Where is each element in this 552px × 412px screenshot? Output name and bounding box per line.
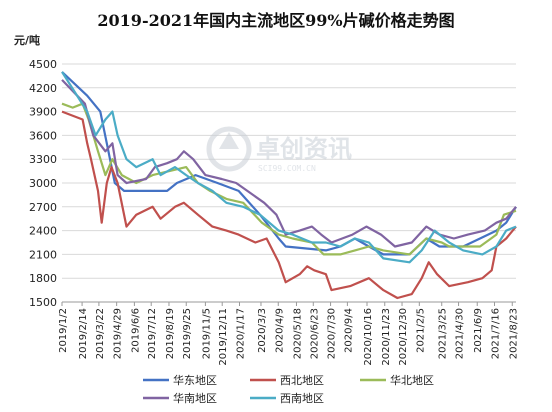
x-tick-label: 2019/12/11	[218, 308, 229, 366]
y-tick-label: 1800	[29, 272, 57, 285]
legend-item: 华东地区	[143, 373, 217, 387]
x-tick-label: 2020/4/9	[274, 308, 285, 353]
legend-label: 华南地区	[173, 391, 217, 405]
y-axis-ticks: 1500 1800 2100 2400 2700 3000 3300 3600 3900 4200…	[29, 58, 57, 309]
y-tick-label: 3900	[29, 106, 57, 119]
watermark: 卓创资讯 SCI99.COM.CN	[206, 126, 352, 173]
x-tick-label: 2019/11/5	[201, 308, 212, 359]
y-tick-label: 2400	[29, 225, 57, 238]
x-tick-label: 2019/1/2	[58, 308, 69, 353]
x-tick-label: 2020/12/30	[398, 308, 409, 366]
watermark-logo-icon	[206, 126, 252, 172]
x-tick-label: 2021/6/9	[473, 308, 484, 353]
series-line-西北地区	[61, 110, 517, 300]
x-tick-label: 2019/7/12	[147, 308, 158, 359]
x-tick-label: 2020/3/3	[257, 308, 268, 353]
x-tick-label: 2020/9/4	[343, 308, 354, 353]
legend-label: 华北地区	[390, 373, 434, 387]
legend-item: 西北地区	[250, 374, 324, 387]
x-tick-label: 2019/2/14	[78, 308, 89, 359]
x-tick-label: 2021/2/5	[415, 308, 426, 353]
x-tick-label: 2020/7/30	[327, 308, 338, 359]
x-tick-label: 2019/3/22	[95, 308, 106, 359]
x-tick-label: 2020/6/23	[309, 308, 320, 359]
legend-item: 西南地区	[250, 392, 324, 405]
watermark-subtext: SCI99.COM.CN	[258, 164, 316, 173]
legend-item: 华南地区	[143, 391, 217, 405]
x-tick-label: 2019/8/19	[165, 308, 176, 359]
watermark-text: 卓创资讯	[256, 135, 352, 163]
x-tick-label: 2021/4/30	[455, 308, 466, 359]
legend-label: 华东地区	[173, 373, 217, 387]
y-tick-label: 2700	[29, 201, 57, 214]
y-tick-label: 1500	[29, 296, 57, 309]
series-lines	[61, 71, 517, 300]
x-tick-label: 2021/7/16	[491, 308, 502, 359]
series-line-西南地区	[61, 71, 517, 264]
x-tick-label: 2021/3/25	[438, 308, 449, 359]
y-tick-label: 3000	[29, 177, 57, 190]
x-axis-ticks: 2019/1/2 2019/2/14 2019/3/22 2019/4/29 2019/…	[58, 302, 519, 366]
y-tick-label: 4200	[29, 82, 57, 95]
x-tick-label: 2021/8/23	[508, 308, 519, 359]
grid-lines	[62, 63, 516, 279]
x-tick-label: 2019/4/29	[113, 308, 124, 359]
y-axis-unit-label: 元/吨	[14, 33, 40, 47]
legend-item: 华北地区	[360, 373, 434, 387]
x-tick-label: 2020/5/18	[292, 308, 303, 359]
y-tick-label: 3600	[29, 129, 57, 142]
x-tick-label: 2019/9/25	[182, 308, 193, 359]
chart-title: 2019-2021年国内主流地区99%片碱价格走势图	[97, 11, 454, 30]
legend-label: 西北地区	[280, 374, 324, 387]
x-tick-label: 2020/10/16	[363, 308, 374, 366]
y-tick-label: 4500	[29, 58, 57, 71]
legend-label: 西南地区	[280, 392, 324, 405]
x-tick-label: 2020/11/23	[381, 308, 392, 366]
y-tick-label: 2100	[29, 248, 57, 261]
x-tick-label: 2020/1/17	[235, 308, 246, 359]
y-tick-label: 3300	[29, 153, 57, 166]
x-tick-label: 2019/6/6	[130, 308, 141, 353]
series-line-华北地区	[61, 102, 517, 256]
